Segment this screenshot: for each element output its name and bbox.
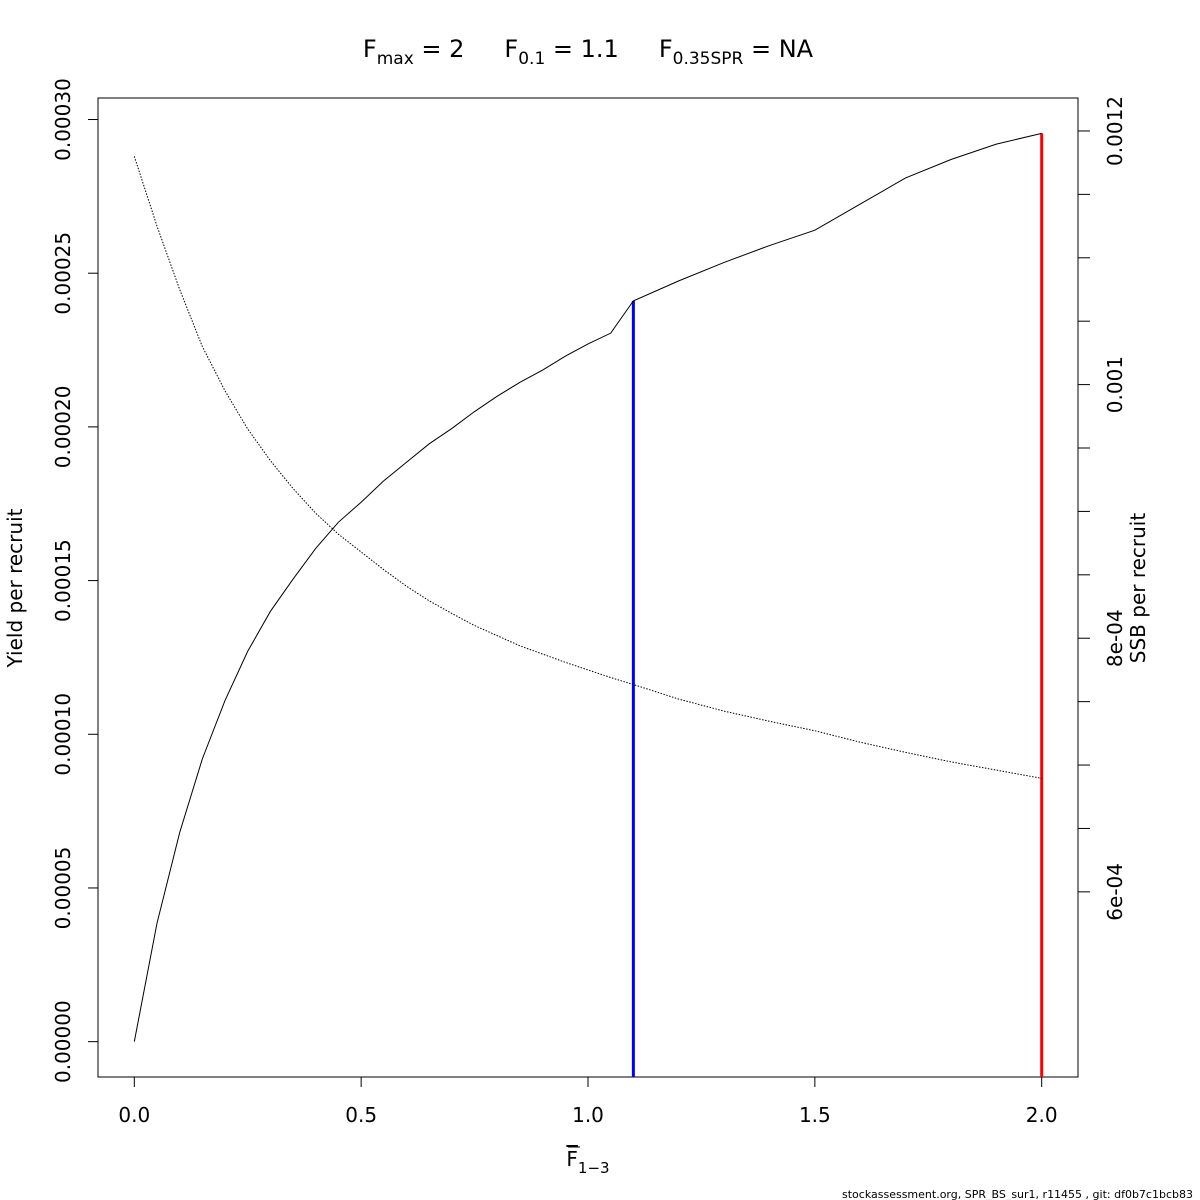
yield-per-recruit-line: [133, 132, 1042, 1042]
footer-text: stockassessment.org, SPR_BS_sur1, r11455…: [842, 1188, 1193, 1200]
title-term-0-value: = 2: [414, 35, 465, 63]
x-axis-label: F1−3: [566, 1146, 610, 1177]
x-axis: 0.0 0.5 1.0 1.5 2.0: [118, 1077, 1058, 1127]
title-term-1: F: [504, 35, 518, 63]
y-left-tick-label: 0.00005: [51, 847, 75, 930]
title-term-0-sub: max: [377, 49, 414, 69]
y-axis-right: 6e-04 8e-04 0.001 0.0012: [1078, 96, 1127, 921]
x-tick-label: 1.0: [572, 1103, 604, 1127]
x-tick-label: 1.5: [799, 1103, 831, 1127]
y-axis-left: 0.00000 0.00005 0.00010 0.00015 0.00020 0.000…: [51, 78, 98, 1083]
y-right-tick-label: 0.0012: [1103, 96, 1127, 166]
y-left-tick-label: 0.00020: [51, 386, 75, 469]
y-left-tick-label: 0.00025: [51, 232, 75, 315]
x-tick-label: 0.5: [345, 1103, 377, 1127]
y-left-tick-label: 0.00015: [51, 539, 75, 622]
y-left-tick-label: 0.00000: [51, 1000, 75, 1083]
reference-lines: [631, 133, 1044, 1077]
x-label-main: F: [566, 1147, 578, 1171]
title-term-2-value: = NA: [743, 35, 813, 63]
y-right-tick-label: 6e-04: [1103, 863, 1127, 921]
x-label-text: F1−3: [566, 1147, 609, 1177]
y-axis-left-label: Yield per recruit: [3, 508, 27, 668]
ssb-per-recruit-line: [133, 156, 1042, 779]
y-right-tick-label: 8e-04: [1103, 609, 1127, 667]
title-term-2: F: [659, 35, 673, 63]
title-text: Fmax = 2 F0.1 = 1.1 F0.35SPR = NA: [363, 35, 814, 69]
title-term-1-value: = 1.1: [545, 35, 619, 63]
title-term-2-sub: 0.35SPR: [673, 49, 744, 69]
y-left-tick-label: 0.00030: [51, 78, 75, 161]
y-axis-right-label: SSB per recruit: [1126, 513, 1150, 664]
y-right-tick-label: 0.001: [1103, 356, 1127, 413]
x-tick-label: 2.0: [1026, 1103, 1058, 1127]
x-label-sub: 1−3: [578, 1159, 610, 1177]
x-tick-label: 0.0: [118, 1103, 150, 1127]
title-term-1-sub: 0.1: [518, 49, 545, 69]
y-left-tick-label: 0.00010: [51, 693, 75, 776]
chart-title: Fmax = 2 F0.1 = 1.1 F0.35SPR = NA: [363, 35, 814, 69]
series-lines: [133, 132, 1042, 1042]
title-term-0: F: [363, 35, 377, 63]
